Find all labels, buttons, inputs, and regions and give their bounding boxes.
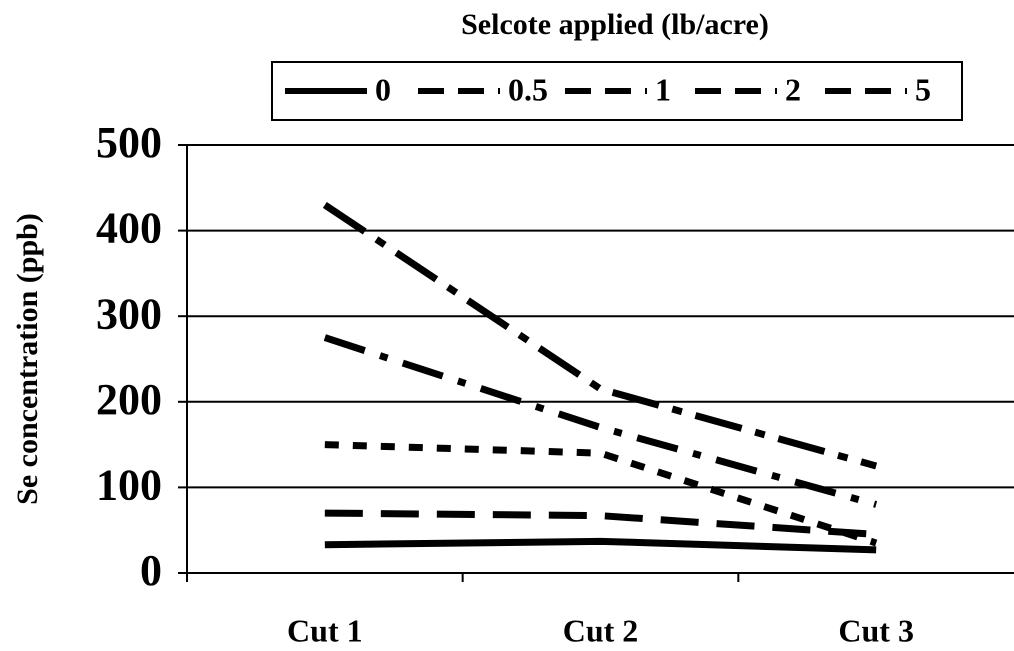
series-line <box>324 441 878 547</box>
series-line <box>324 509 877 538</box>
series-line <box>323 334 878 508</box>
legend-label: 2 <box>785 71 801 107</box>
x-tick-label: Cut 3 <box>838 612 914 648</box>
legend-label: 5 <box>915 71 931 107</box>
y-tick-label: 400 <box>96 204 162 253</box>
y-tick-label: 200 <box>96 375 162 424</box>
x-tick-label: Cut 2 <box>563 612 639 648</box>
legend-box <box>271 61 963 121</box>
x-tick-label: Cut 1 <box>287 612 363 648</box>
y-axis-label: Se concentration (ppb) <box>11 213 44 505</box>
legend-label: 0 <box>375 71 391 107</box>
y-tick-label: 300 <box>96 289 162 338</box>
y-tick-label: 100 <box>96 460 162 509</box>
y-tick-label: 500 <box>96 118 162 167</box>
legend-title: Selcote applied (lb/acre) <box>461 8 769 41</box>
legend-label: 1 <box>655 71 671 107</box>
legend-label: 0.5 <box>508 71 548 107</box>
series-line <box>324 537 877 554</box>
y-tick-label: 0 <box>140 546 162 595</box>
series-line <box>322 202 878 470</box>
